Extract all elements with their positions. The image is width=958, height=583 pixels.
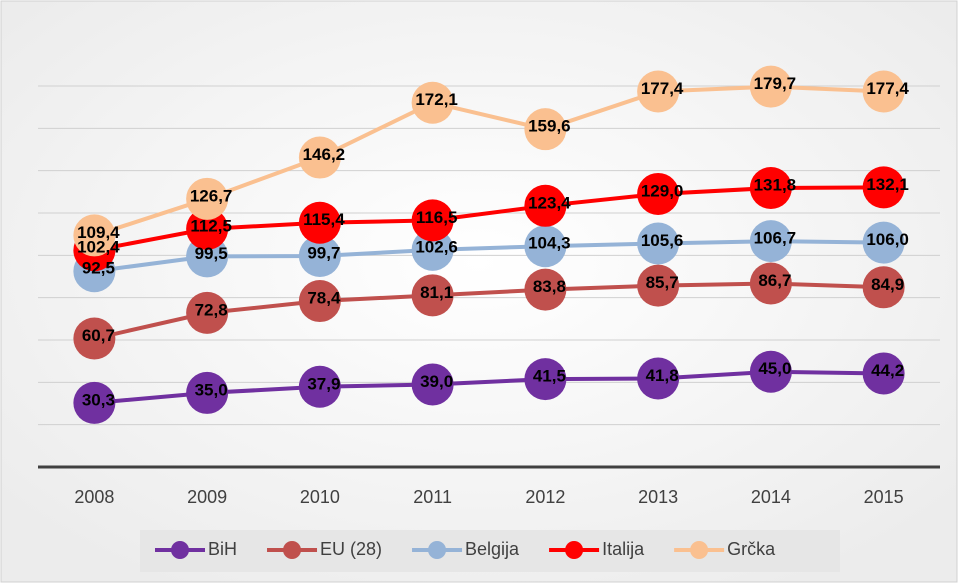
x-tick-label: 2008 (74, 487, 114, 507)
x-tick-label: 2014 (751, 487, 791, 507)
legend-marker (565, 541, 584, 559)
data-label: 78,4 (307, 289, 341, 308)
lines (73, 65, 905, 424)
marker (298, 280, 341, 323)
data-label: 106,0 (866, 230, 909, 249)
data-label: 81,1 (420, 283, 453, 302)
legend-label: Italija (602, 539, 645, 559)
marker (411, 199, 454, 242)
data-label: 159,6 (528, 117, 571, 136)
x-tick-label: 2009 (187, 487, 227, 507)
marker (862, 221, 905, 264)
data-label: 105,6 (641, 231, 684, 250)
marker (411, 228, 454, 271)
data-label: 112,5 (190, 216, 232, 235)
marker (298, 365, 341, 408)
data-label: 41,5 (533, 367, 566, 386)
marker (749, 220, 792, 263)
legend-marker (428, 541, 447, 559)
data-label: 131,8 (754, 176, 797, 195)
data-label: 44,2 (871, 361, 904, 380)
legend-label: Grčka (727, 539, 776, 559)
marker (186, 207, 229, 250)
marker (524, 225, 567, 268)
data-label: 41,8 (646, 366, 679, 385)
marker (862, 266, 905, 309)
data-label: 72,8 (195, 300, 228, 319)
marker (637, 70, 680, 113)
data-label: 86,7 (758, 271, 791, 290)
legend-label: EU (28) (320, 539, 382, 559)
marker (186, 371, 229, 414)
marker (637, 172, 680, 215)
data-label: 102,4 (77, 238, 120, 257)
marker (73, 381, 116, 424)
legend-marker (171, 541, 189, 559)
legend-marker (283, 541, 302, 559)
marker (298, 234, 341, 277)
marker (749, 167, 792, 210)
data-label: 106,7 (754, 229, 797, 248)
marker (411, 363, 454, 406)
marker (411, 81, 454, 124)
marker (637, 222, 680, 265)
marker (749, 65, 792, 108)
marker (524, 358, 567, 401)
legend-marker (690, 541, 709, 559)
legend-label: BiH (208, 539, 237, 559)
data-label: 99,7 (307, 243, 340, 262)
data-label: 126,7 (190, 186, 233, 205)
data-label: 115,4 (303, 210, 345, 229)
data-label: 104,3 (528, 234, 571, 253)
data-label: 172,1 (415, 90, 458, 109)
data-label: 177,4 (641, 79, 684, 98)
marker (73, 214, 116, 257)
data-label: 179,7 (754, 74, 797, 93)
data-label: 35,0 (195, 380, 228, 399)
marker (524, 184, 567, 227)
marker (298, 136, 341, 179)
x-tick-label: 2013 (638, 487, 678, 507)
data-label: 116,5 (416, 208, 458, 227)
marker (637, 264, 680, 307)
x-tick-label: 2010 (300, 487, 340, 507)
data-label: 102,6 (415, 237, 458, 256)
data-label: 92,5 (82, 259, 115, 278)
data-label: 85,7 (646, 273, 679, 292)
marker (73, 317, 116, 360)
data-label: 84,9 (871, 275, 904, 294)
data-label: 123,4 (528, 193, 571, 212)
data-label: 37,9 (307, 374, 340, 393)
marker (524, 108, 567, 151)
data-label: 45,0 (758, 359, 791, 378)
data-label: 177,4 (866, 79, 909, 98)
marker (186, 291, 229, 334)
legend-label: Belgija (465, 539, 520, 559)
data-label: 146,2 (303, 145, 346, 164)
x-tick-label: 2012 (525, 487, 565, 507)
x-tick-label: 2011 (413, 487, 452, 507)
data-label: 83,8 (533, 277, 566, 296)
marker (749, 350, 792, 393)
data-label: 30,3 (82, 390, 115, 409)
data-label: 132,1 (866, 175, 909, 194)
marker (186, 177, 229, 220)
marker (862, 70, 905, 113)
marker (749, 262, 792, 305)
data-label: 129,0 (641, 181, 684, 200)
data-label: 109,4 (77, 223, 120, 242)
data-label: 99,5 (195, 244, 228, 263)
data-label: 60,7 (82, 326, 115, 345)
data-label: 39,0 (420, 372, 453, 391)
marker (637, 357, 680, 400)
marker (411, 274, 454, 317)
marker (862, 352, 905, 395)
marker (862, 166, 905, 209)
legend: BiH EU (28) Belgija Italija Grčka (155, 539, 776, 559)
x-tick-label: 2015 (864, 487, 904, 507)
marker (524, 268, 567, 311)
marker (298, 201, 341, 244)
labels: 2008 2009 2010 2011 2012 2013 2014 2015 30,3 35,0… (74, 74, 909, 507)
